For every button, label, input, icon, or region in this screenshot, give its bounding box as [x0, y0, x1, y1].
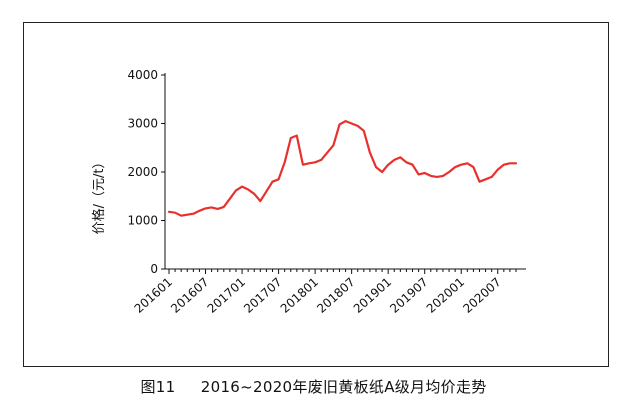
- x-axis-ticks: 2016012016072017012017072018012018072019…: [132, 269, 517, 316]
- y-tick-label: 0: [150, 262, 158, 276]
- chart-frame: 0 1000 2000 3000 4000 201601 201607 201701 2017…: [23, 22, 609, 367]
- y-axis-label: 价格/（元/t）: [91, 156, 107, 235]
- series-group: [167, 119, 518, 217]
- x-tick-label: 201607: [168, 275, 211, 316]
- series-line: [167, 119, 518, 217]
- figure-caption: 图11 2016~2020年废旧黄板纸A级月均价走势: [0, 376, 627, 397]
- y-tick-label: 3000: [127, 117, 158, 131]
- x-tick-label: 201907: [387, 275, 430, 316]
- x-tick-label: 201701: [205, 275, 248, 316]
- x-tick-label: 201901: [351, 275, 394, 316]
- y-axis-ticks: 0 1000 2000 3000 4000: [127, 68, 165, 276]
- x-tick-label: 201601: [132, 275, 175, 316]
- y-tick-label: 1000: [127, 214, 158, 228]
- x-tick-label: 202007: [460, 275, 503, 316]
- figure-title: 2016~2020年废旧黄板纸A级月均价走势: [200, 378, 487, 396]
- x-tick-label: 202001: [424, 275, 467, 316]
- x-tick-label: 201801: [278, 275, 321, 316]
- x-tick-label: 201707: [241, 275, 284, 316]
- line-chart: 0 1000 2000 3000 4000 2016012016072017012017…: [91, 68, 526, 316]
- figure-number: 图11: [140, 378, 176, 396]
- y-tick-label: 4000: [127, 68, 158, 82]
- chart-axes: [164, 73, 526, 270]
- x-tick-label: 201807: [314, 275, 357, 316]
- y-tick-label: 2000: [127, 165, 158, 179]
